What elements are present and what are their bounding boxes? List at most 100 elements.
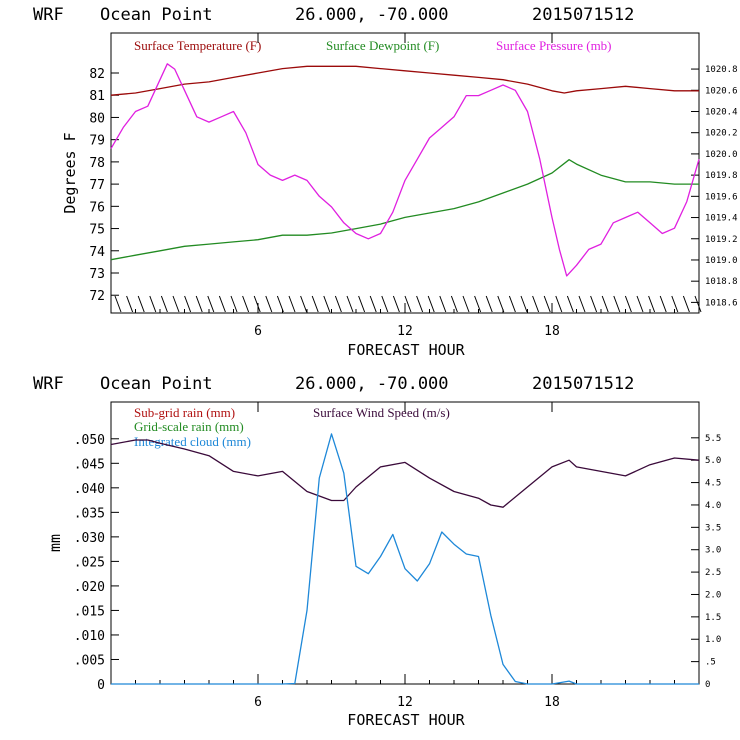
hatch-stroke bbox=[346, 295, 354, 313]
p1-ytick-label: 76 bbox=[89, 200, 105, 215]
hatch-stroke bbox=[416, 295, 424, 313]
hatch-stroke bbox=[311, 295, 319, 313]
p1-ytick-label: 75 bbox=[89, 223, 105, 238]
panel2-coords: 26.000, -70.000 bbox=[295, 374, 449, 394]
p1-ytick-label: 81 bbox=[89, 89, 105, 104]
p1-ytick-label: 79 bbox=[89, 134, 105, 149]
hatch-stroke bbox=[207, 295, 215, 313]
hatch-stroke bbox=[242, 295, 250, 313]
p2-xtick-label: 18 bbox=[544, 695, 560, 710]
p2-xtick-label: 12 bbox=[397, 695, 413, 710]
panel1-model: WRF bbox=[33, 5, 64, 25]
p2-y2tick-label: 2.0 bbox=[705, 590, 721, 600]
panel1-xlabel: FORECAST HOUR bbox=[347, 341, 465, 359]
hatch-stroke bbox=[578, 295, 586, 313]
p1-ytick-label: 72 bbox=[89, 289, 105, 304]
hatch-stroke bbox=[648, 295, 656, 313]
hatch-stroke bbox=[358, 295, 366, 313]
p1-ytick-label: 74 bbox=[89, 245, 105, 260]
p2-y2tick-label: 0 bbox=[705, 680, 710, 690]
panel2-xlabel: FORECAST HOUR bbox=[347, 711, 465, 729]
p1-y2tick-label: 1019.0 bbox=[705, 256, 738, 266]
series-surface-pressure-mb bbox=[110, 63, 700, 277]
p2-y2tick-label: 2.5 bbox=[705, 568, 721, 578]
p2-ytick-label: .010 bbox=[74, 629, 105, 644]
hatch-stroke bbox=[485, 295, 493, 313]
hatch-stroke bbox=[195, 295, 203, 313]
hatch-stroke bbox=[392, 295, 400, 313]
hatch-stroke bbox=[160, 295, 168, 313]
p1-y2tick-label: 1020.8 bbox=[705, 65, 738, 75]
p1-y2tick-label: 1020.6 bbox=[705, 86, 738, 96]
p2-ytick-label: .050 bbox=[74, 433, 105, 448]
p1-ytick-label: 82 bbox=[89, 67, 105, 82]
p2-xtick-label: 6 bbox=[254, 695, 262, 710]
p2-y2tick-label: 3.5 bbox=[705, 523, 721, 533]
hatch-stroke bbox=[381, 295, 389, 313]
hatch-stroke bbox=[532, 295, 540, 313]
p1-y2tick-label: 1020.4 bbox=[705, 107, 738, 117]
panel1-run: 2015071512 bbox=[532, 5, 634, 25]
legend-surface-wind-speed: Surface Wind Speed (m/s) bbox=[313, 405, 450, 420]
hatch-stroke bbox=[114, 295, 122, 313]
hatch-stroke bbox=[566, 295, 574, 313]
hatch-stroke bbox=[659, 295, 667, 313]
panel1-ylabel: Degrees F bbox=[61, 132, 79, 213]
panel2-header: WRF Ocean Point 26.000, -70.000 20150715… bbox=[33, 374, 634, 394]
p2-y2tick-label: 1.0 bbox=[705, 635, 721, 645]
p1-ytick-label: 78 bbox=[89, 156, 105, 171]
panel1-location: Ocean Point bbox=[100, 5, 213, 25]
p1-xtick-label: 18 bbox=[544, 324, 560, 339]
p2-y2tick-label: 5.5 bbox=[705, 434, 721, 444]
panel2-left-axis: 0 .005 .010 .015 .020 .025 .030 .035 .040 .045 .05… bbox=[74, 433, 119, 693]
hatch-stroke bbox=[137, 295, 145, 313]
series-surface-dewpoint-f bbox=[110, 159, 699, 261]
panel1-header: WRF Ocean Point 26.000, -70.000 20150715… bbox=[33, 5, 634, 25]
hatch-stroke bbox=[126, 295, 134, 313]
panel1-x-axis: 6 12 18 bbox=[135, 33, 675, 339]
panel2-x-axis: 6 12 18 bbox=[135, 402, 675, 710]
hatch-stroke bbox=[624, 295, 632, 313]
hatch-stroke bbox=[265, 295, 273, 313]
p1-y2tick-label: 1020.0 bbox=[705, 150, 738, 160]
p2-y2tick-label: 4.5 bbox=[705, 479, 721, 489]
legend-surface-temperature: Surface Temperature (F) bbox=[134, 38, 261, 53]
p2-ytick-label: .040 bbox=[74, 482, 105, 497]
p2-ytick-label: .030 bbox=[74, 531, 105, 546]
panel2-series bbox=[110, 433, 700, 685]
panel2-run: 2015071512 bbox=[532, 374, 634, 394]
p1-xtick-label: 12 bbox=[397, 324, 413, 339]
p1-y2tick-label: 1019.4 bbox=[705, 214, 738, 224]
hatch-stroke bbox=[369, 295, 377, 313]
series-surface-wind-speed-m-s bbox=[110, 439, 700, 508]
hatch-stroke bbox=[427, 295, 435, 313]
p1-y2tick-label: 1019.6 bbox=[705, 192, 738, 202]
hatch-stroke bbox=[184, 295, 192, 313]
p2-y2tick-label: 1.5 bbox=[705, 613, 721, 623]
series-surface-temperature-f bbox=[110, 65, 699, 96]
panel1-plot-area bbox=[110, 32, 700, 314]
p1-y2tick-label: 1019.2 bbox=[705, 235, 738, 245]
p2-ytick-label: .025 bbox=[74, 555, 105, 570]
hatch-stroke bbox=[300, 295, 308, 313]
p1-y2tick-label: 1019.8 bbox=[705, 171, 738, 181]
panel1-coords: 26.000, -70.000 bbox=[295, 5, 449, 25]
hatch-stroke bbox=[590, 295, 598, 313]
p1-ytick-label: 80 bbox=[89, 111, 105, 126]
p1-y2tick-label: 1018.6 bbox=[705, 298, 738, 308]
hatch-stroke bbox=[682, 295, 690, 313]
legend-surface-pressure: Surface Pressure (mb) bbox=[496, 38, 612, 53]
p2-ytick-label: .035 bbox=[74, 506, 105, 521]
hatch-stroke bbox=[323, 295, 331, 313]
legend-subgrid-rain: Sub-grid rain (mm) bbox=[134, 405, 235, 420]
hatch-stroke bbox=[218, 295, 226, 313]
series-integrated-cloud-mm bbox=[111, 433, 699, 685]
hatch-stroke bbox=[555, 295, 563, 313]
p2-ytick-label: .005 bbox=[74, 653, 105, 668]
p1-y2tick-label: 1020.2 bbox=[705, 129, 738, 139]
hatch-stroke bbox=[230, 295, 238, 313]
hatch-stroke bbox=[334, 295, 342, 313]
panel2-ylabel: mm bbox=[46, 534, 64, 552]
hatch-stroke bbox=[450, 295, 458, 313]
